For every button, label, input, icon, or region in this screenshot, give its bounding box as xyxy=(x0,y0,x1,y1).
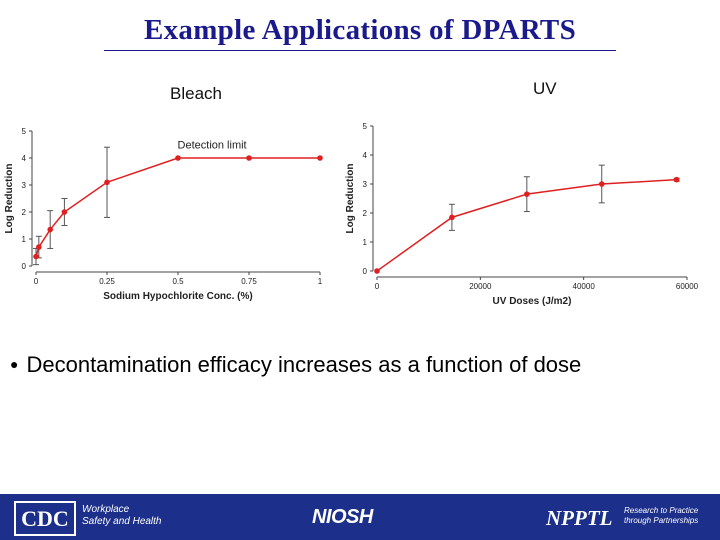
bullet-icon: ● xyxy=(10,356,19,372)
x-axis-label: Sodium Hypochlorite Conc. (%) xyxy=(103,291,252,302)
bullet-point: ● Decontamination efficacy increases as a… xyxy=(10,352,581,378)
uv-chart: 0 1 2 3 4 5 0 20000 40000 60000 UV Doses (J/m2) Log… xyxy=(345,122,699,307)
data-point xyxy=(673,176,680,183)
y-tick-label: 0 xyxy=(22,262,27,271)
npptl-tagline-line1: Research to Practice xyxy=(624,506,699,515)
x-tick-label: 40000 xyxy=(573,282,596,291)
y-tick-label: 4 xyxy=(22,154,27,163)
y-tick-label: 2 xyxy=(363,209,368,218)
x-axis-label: UV Doses (J/m2) xyxy=(493,296,572,307)
data-point xyxy=(246,155,252,161)
y-tick-label: 1 xyxy=(363,238,368,247)
y-tick-label: 4 xyxy=(363,151,368,160)
data-point xyxy=(36,244,42,250)
x-tick-label: 20000 xyxy=(469,282,492,291)
cdc-tagline-line1: Workplace xyxy=(82,504,130,515)
y-tick-label: 0 xyxy=(363,267,368,276)
footer-bar: CDC Workplace Safety and Health NIOSH NP… xyxy=(0,494,720,540)
data-point xyxy=(47,226,53,233)
y-tick-label: 3 xyxy=(22,181,27,190)
npptl-tagline: Research to Practice through Partnership… xyxy=(624,506,698,526)
cdc-tagline-line2: Safety and Health xyxy=(82,516,162,527)
slide-title: Example Applications of DPARTS xyxy=(143,14,577,46)
y-axis-label: Log Reduction xyxy=(4,164,15,234)
data-point xyxy=(598,181,605,187)
y-tick-label: 2 xyxy=(22,208,27,217)
npptl-logo: NPPTL xyxy=(546,506,613,530)
data-point xyxy=(374,268,380,274)
title-underline xyxy=(104,50,616,51)
data-point xyxy=(317,155,323,161)
niosh-logo: NIOSH xyxy=(312,506,373,528)
x-tick-label: 0 xyxy=(375,282,380,291)
data-point xyxy=(104,179,110,186)
data-point xyxy=(175,155,181,161)
x-tick-label: 60000 xyxy=(676,282,699,291)
y-tick-label: 5 xyxy=(363,122,368,131)
bleach-chart: 0 1 2 3 4 5 0 0.25 0.5 0.75 1 Sodium Hypochlorite C… xyxy=(4,127,323,302)
y-tick-label: 1 xyxy=(22,235,27,244)
cdc-logo: CDC xyxy=(14,501,76,536)
y-tick-label: 5 xyxy=(22,127,27,136)
x-tick-label: 0 xyxy=(34,277,39,286)
x-tick-label: 1 xyxy=(318,277,323,286)
bullet-text: Decontamination efficacy increases as a … xyxy=(26,352,582,377)
bleach-panel-label: Bleach xyxy=(170,84,222,103)
data-point xyxy=(449,214,455,221)
data-point xyxy=(524,191,530,197)
npptl-tagline-line2: through Partnerships xyxy=(624,516,699,525)
cdc-tagline: Workplace Safety and Health xyxy=(82,504,162,528)
data-point xyxy=(33,253,39,260)
data-point xyxy=(61,209,68,215)
y-tick-label: 3 xyxy=(363,180,368,189)
detection-limit-annotation: Detection limit xyxy=(178,140,247,152)
y-axis-label: Log Reduction xyxy=(345,164,356,234)
uv-panel-label: UV xyxy=(533,79,557,98)
x-tick-label: 0.75 xyxy=(241,277,257,286)
x-tick-label: 0.25 xyxy=(99,277,115,286)
series-line xyxy=(35,157,320,257)
x-tick-label: 0.5 xyxy=(172,277,184,286)
